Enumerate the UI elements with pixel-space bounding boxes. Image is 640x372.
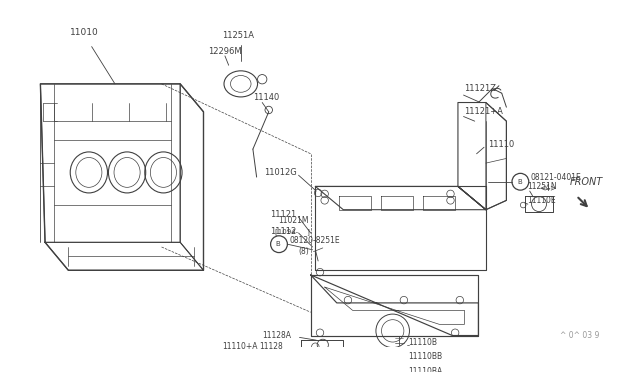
Text: FRONT: FRONT — [570, 177, 603, 187]
Text: 11121: 11121 — [271, 210, 297, 219]
Text: 11251A: 11251A — [222, 31, 254, 40]
Text: 08120-8251E: 08120-8251E — [289, 236, 340, 245]
Text: 11128: 11128 — [259, 342, 283, 351]
Text: 11110B: 11110B — [408, 339, 438, 347]
Text: 11012G: 11012G — [264, 168, 297, 177]
Text: ^ 0^ 03 9: ^ 0^ 03 9 — [560, 331, 600, 340]
Text: 11110E: 11110E — [527, 196, 556, 205]
Text: 11128A: 11128A — [262, 331, 291, 340]
Text: 11110: 11110 — [488, 140, 514, 149]
Text: 11121Z: 11121Z — [465, 84, 497, 93]
Text: 12296M: 12296M — [208, 47, 242, 56]
Text: 11121+A: 11121+A — [465, 108, 503, 116]
Text: 11021M: 11021M — [278, 217, 308, 225]
Text: (8): (8) — [299, 247, 309, 256]
Text: 11010: 11010 — [70, 28, 99, 37]
Text: 08121-0401E: 08121-0401E — [531, 173, 581, 182]
Text: B: B — [276, 241, 280, 247]
Text: 11140: 11140 — [253, 93, 279, 102]
Text: [1094-    ]: [1094- ] — [275, 228, 310, 234]
Text: 11110+A: 11110+A — [222, 342, 258, 351]
Text: 11251N: 11251N — [527, 182, 557, 191]
Text: B: B — [517, 179, 522, 185]
Text: 11112: 11112 — [271, 227, 297, 235]
Text: <4>: <4> — [539, 184, 556, 193]
Text: 11110BB: 11110BB — [408, 352, 443, 362]
Text: 11110BA: 11110BA — [408, 368, 443, 372]
